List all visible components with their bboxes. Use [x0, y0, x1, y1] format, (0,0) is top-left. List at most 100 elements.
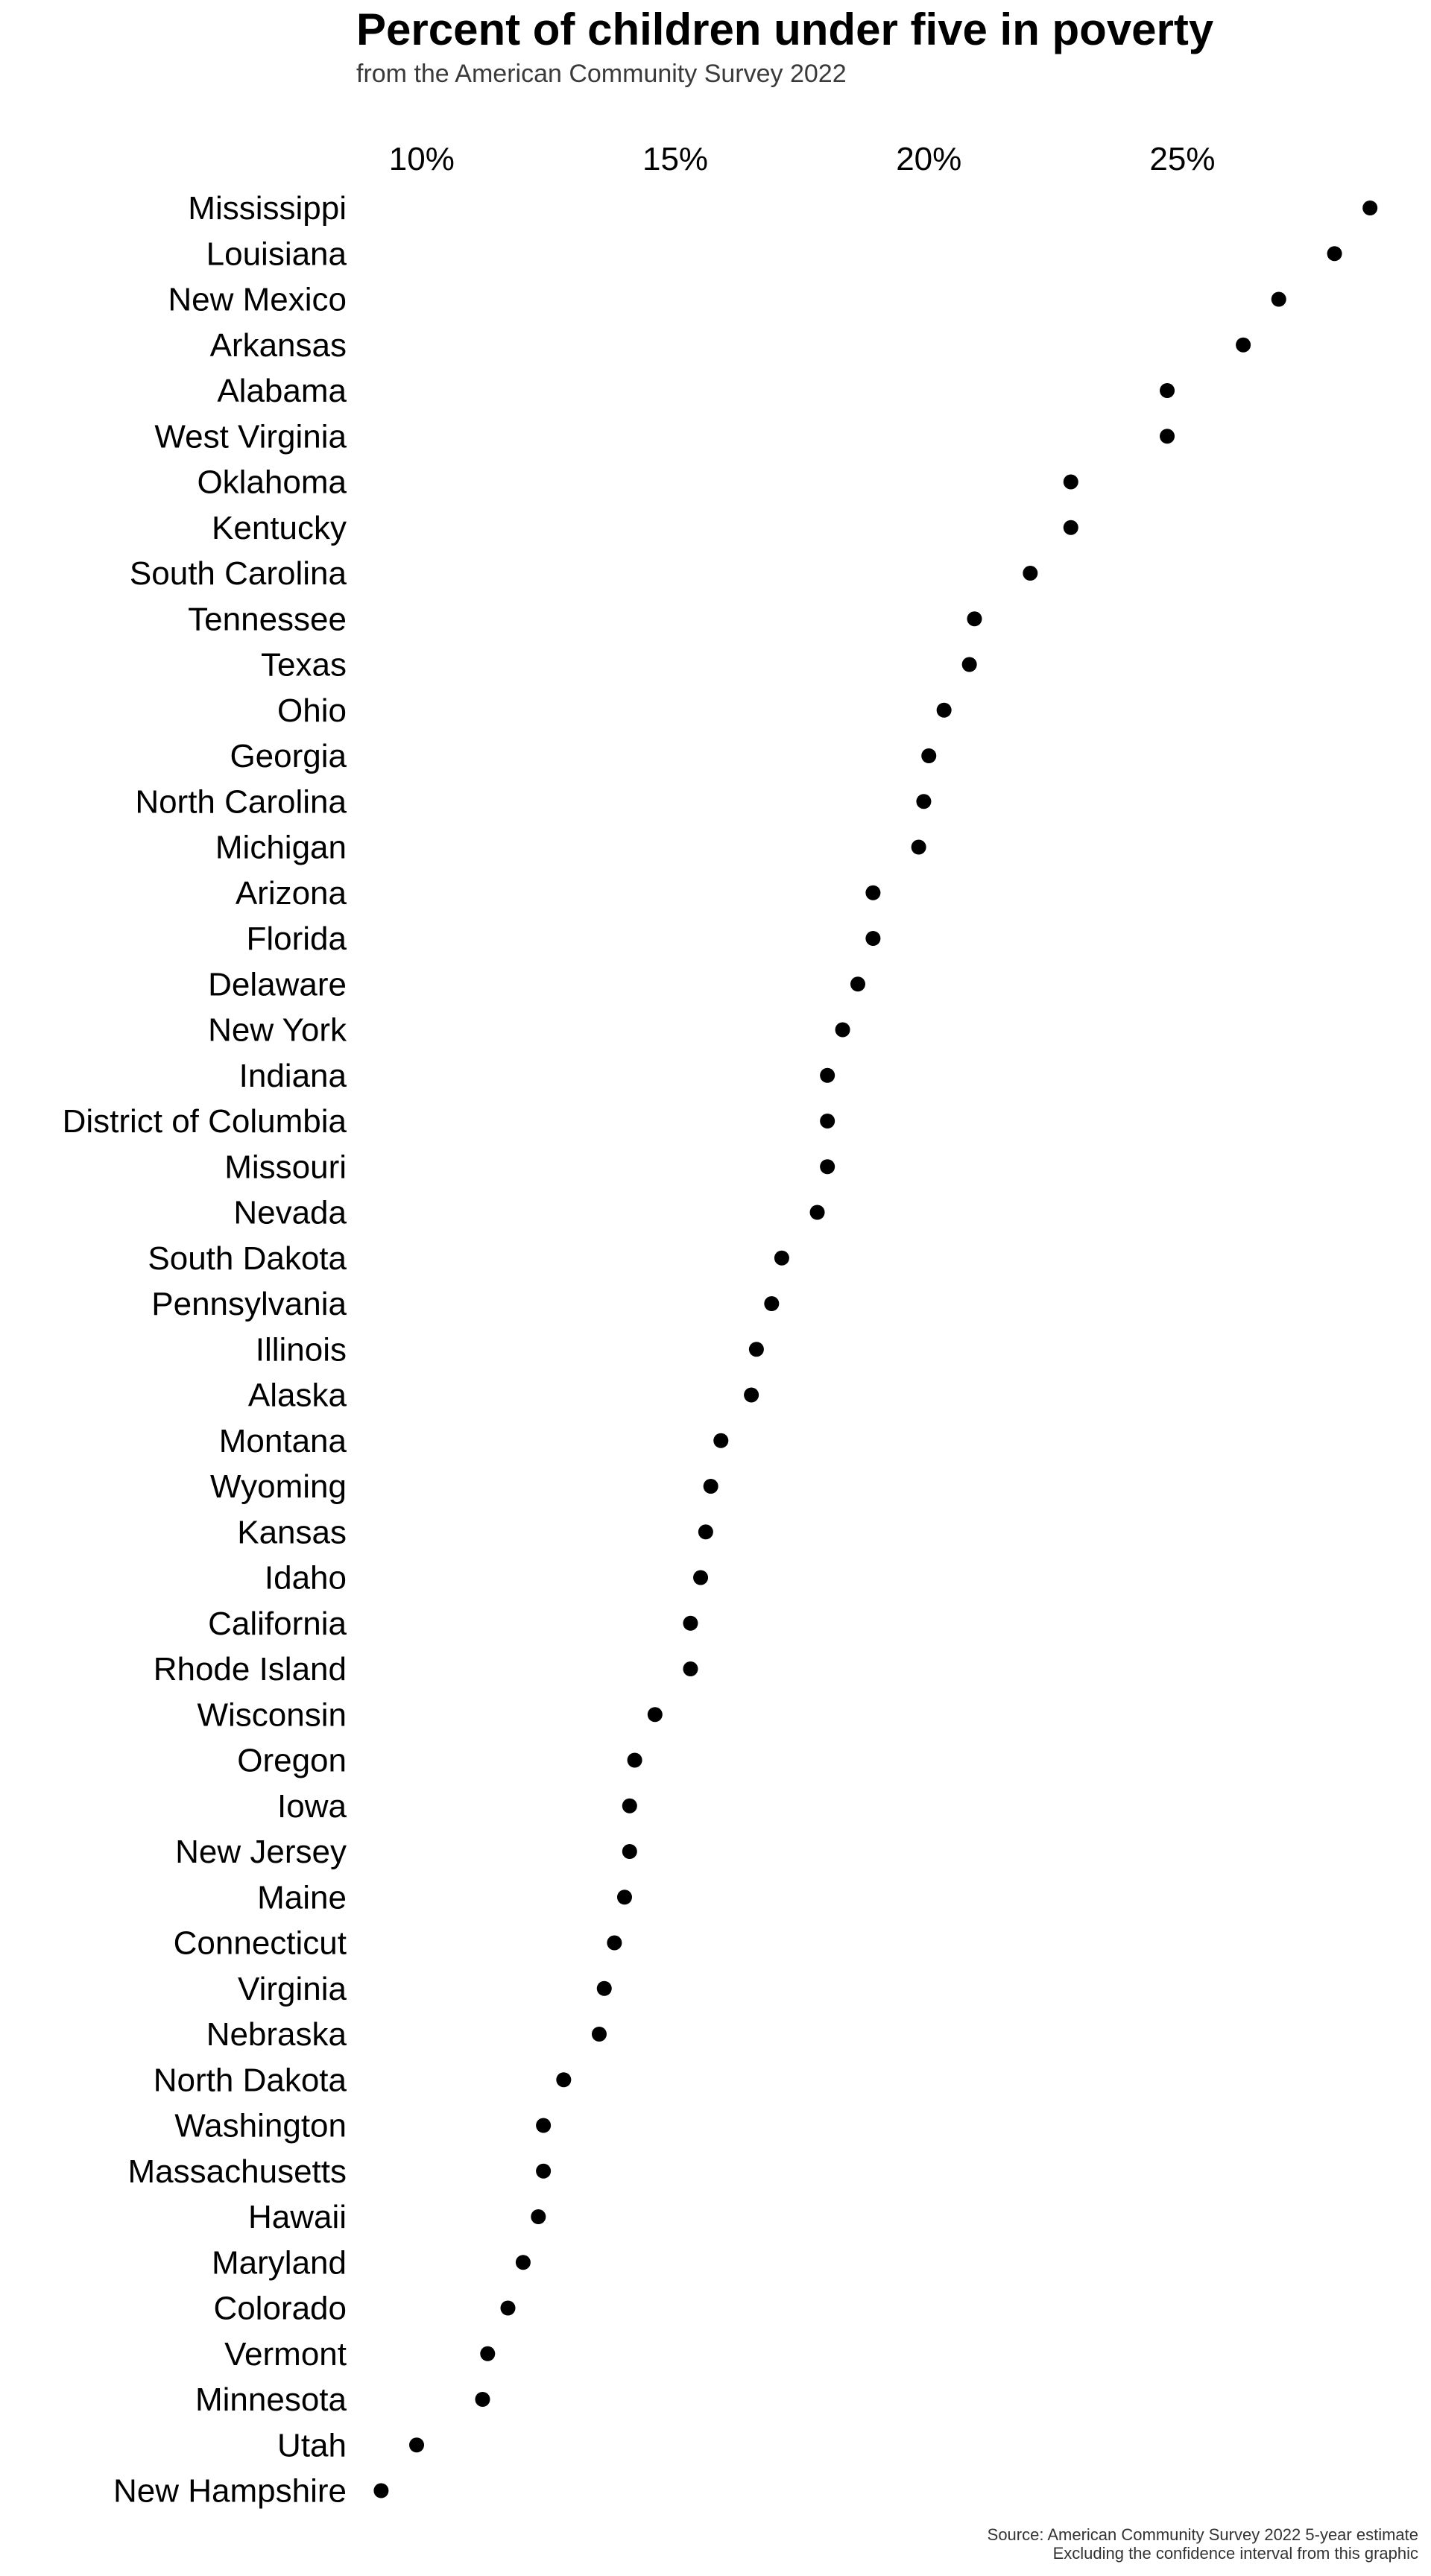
data-point	[911, 839, 926, 855]
category-label: South Carolina	[130, 555, 347, 592]
category-label: New Hampshire	[113, 2473, 347, 2510]
data-point	[1160, 383, 1175, 398]
data-point	[693, 1570, 709, 1585]
category-label: Utah	[277, 2427, 347, 2463]
category-label: Kentucky	[212, 510, 347, 546]
category-label: Nevada	[233, 1195, 347, 1231]
data-point	[774, 1250, 789, 1266]
data-point	[865, 931, 881, 946]
data-point	[850, 976, 865, 992]
category-label: New Mexico	[168, 282, 347, 318]
x-tick-label: 20%	[896, 141, 961, 177]
data-point	[1063, 474, 1078, 490]
data-point	[835, 1022, 850, 1038]
data-point	[698, 1524, 713, 1540]
category-label: Massachusetts	[128, 2153, 347, 2190]
data-point	[961, 657, 977, 672]
data-point	[683, 1615, 698, 1631]
data-point	[809, 1205, 825, 1220]
data-point	[607, 1935, 622, 1951]
data-point	[865, 885, 881, 900]
data-point	[536, 2118, 552, 2133]
data-point	[744, 1387, 759, 1403]
data-point	[764, 1296, 780, 1311]
data-points	[373, 201, 1378, 2498]
category-label: Oklahoma	[197, 464, 347, 501]
category-label: Montana	[219, 1423, 347, 1459]
category-label: Wyoming	[210, 1468, 347, 1505]
category-label: Kansas	[237, 1514, 347, 1550]
data-point	[409, 2437, 425, 2453]
data-point	[475, 2392, 490, 2407]
category-label: Arkansas	[210, 327, 347, 364]
category-label: Pennsylvania	[151, 1286, 347, 1322]
data-point	[622, 1798, 637, 1813]
category-label: District of Columbia	[63, 1103, 347, 1140]
x-tick-label: 25%	[1149, 141, 1215, 177]
data-point	[515, 2255, 531, 2270]
category-label: Michigan	[215, 830, 347, 866]
category-label: Maine	[257, 1879, 347, 1916]
data-point	[622, 1844, 637, 1859]
data-point	[480, 2346, 496, 2361]
data-point	[627, 1752, 642, 1768]
data-point	[596, 1980, 612, 1996]
data-point	[820, 1067, 835, 1083]
caption: Source: American Community Survey 2022 5…	[988, 2525, 1418, 2563]
data-point	[591, 2027, 607, 2042]
data-point	[531, 2209, 546, 2224]
caption-line: Excluding the confidence interval from t…	[1053, 2544, 1418, 2563]
category-label: Arizona	[236, 875, 347, 912]
category-label: South Dakota	[148, 1240, 347, 1277]
data-point	[713, 1433, 729, 1448]
category-label: Mississippi	[188, 190, 347, 227]
category-label: Minnesota	[195, 2381, 347, 2418]
category-label: Iowa	[277, 1788, 347, 1825]
data-point	[556, 2072, 572, 2088]
category-labels: Mississippi Louisiana New Mexico Arkansas Al…	[63, 190, 347, 2510]
data-point	[373, 2483, 389, 2498]
category-label: Colorado	[213, 2291, 347, 2327]
data-point	[1063, 520, 1078, 535]
chart-title: Percent of children under five in povert…	[356, 4, 1214, 54]
x-axis: 10% 15% 20% 25%	[389, 141, 1216, 177]
data-point	[1271, 291, 1286, 307]
category-label: Louisiana	[206, 236, 347, 272]
data-point	[616, 1890, 632, 1905]
data-point	[1362, 201, 1378, 215]
data-point	[1160, 429, 1175, 444]
category-label: Alabama	[217, 373, 347, 409]
data-point	[500, 2300, 516, 2316]
category-label: New Jersey	[175, 1834, 347, 1870]
caption-line: Source: American Community Survey 2022 5…	[988, 2525, 1418, 2544]
category-label: North Carolina	[135, 783, 347, 820]
data-point	[936, 702, 952, 718]
category-label: California	[208, 1606, 347, 1642]
category-label: Connecticut	[174, 1925, 347, 1962]
data-point	[748, 1342, 764, 1357]
category-label: Missouri	[224, 1149, 347, 1185]
category-label: New York	[208, 1012, 347, 1049]
category-label: Tennessee	[188, 601, 347, 637]
category-label: Delaware	[208, 966, 347, 1003]
x-tick-label: 15%	[642, 141, 708, 177]
data-point	[1023, 566, 1038, 581]
data-point	[703, 1479, 718, 1494]
data-point	[820, 1114, 835, 1128]
data-point	[683, 1661, 698, 1676]
category-label: Rhode Island	[154, 1651, 347, 1688]
data-point	[967, 611, 982, 627]
category-label: Texas	[261, 647, 347, 684]
data-point	[1236, 337, 1251, 353]
category-label: Ohio	[277, 692, 347, 729]
category-label: Florida	[247, 921, 347, 957]
data-point	[820, 1159, 835, 1175]
data-point	[536, 2163, 552, 2179]
category-label: Oregon	[237, 1743, 347, 1779]
data-point	[921, 748, 937, 763]
category-label: Hawaii	[248, 2199, 347, 2235]
x-tick-label: 10%	[389, 141, 455, 177]
data-point	[1327, 246, 1342, 262]
chart-subtitle: from the American Community Survey 2022	[356, 60, 847, 88]
